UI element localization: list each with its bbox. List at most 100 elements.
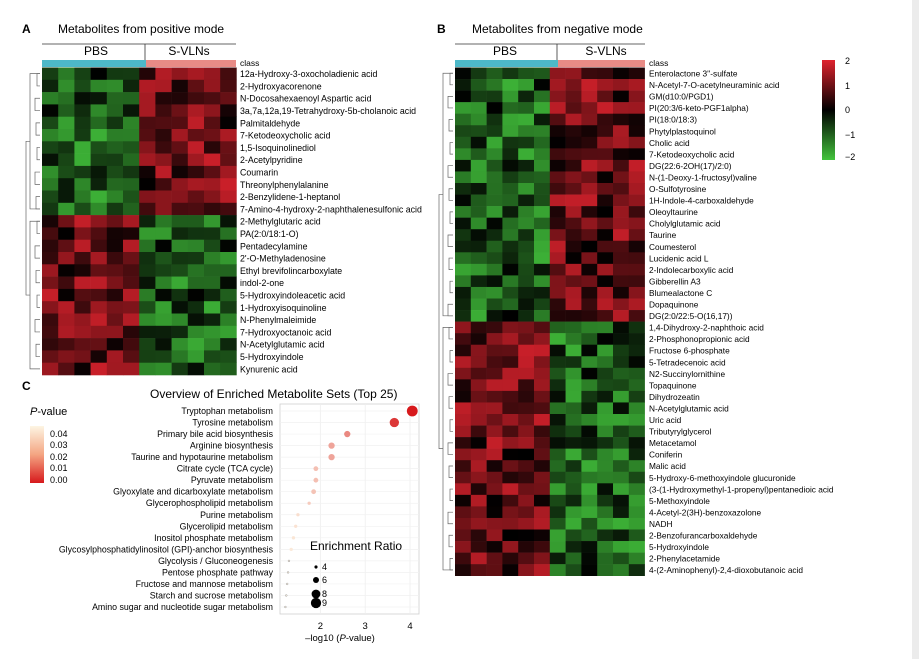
- heatmap-row-label: Coumarin: [240, 167, 278, 177]
- heatmap-cell: [613, 194, 630, 207]
- heatmap-cell: [74, 104, 91, 117]
- heatmap-cell: [534, 286, 551, 299]
- heatmap-cell: [42, 116, 59, 130]
- heatmap-cell: [155, 202, 172, 216]
- heatmap-cell: [565, 552, 582, 565]
- panel-a-dendrogram: [25, 73, 40, 370]
- heatmap-cell: [455, 148, 472, 161]
- heatmap-cell: [597, 229, 614, 242]
- heatmap-cell: [455, 275, 472, 288]
- ratio-legend-label: 8: [322, 589, 327, 599]
- heatmap-cell: [171, 104, 189, 117]
- pathway-dot: [286, 582, 289, 586]
- heatmap-cell: [628, 506, 645, 519]
- heatmap-cell: [613, 148, 630, 161]
- heatmap-cell: [42, 67, 59, 81]
- heatmap-cell: [628, 367, 645, 380]
- heatmap-cell: [90, 116, 108, 130]
- heatmap-cell: [187, 227, 205, 240]
- heatmap-cell: [470, 448, 487, 461]
- heatmap-cell: [534, 506, 551, 519]
- heatmap-row-label: N-Docosahexaenoyl Aspartic acid: [240, 94, 372, 104]
- heatmap-cell: [486, 310, 503, 322]
- heatmap-cell: [455, 448, 472, 461]
- pvalue-legend-tick-4: 0.01: [50, 463, 68, 473]
- heatmap-cell: [597, 159, 614, 172]
- heatmap-cell: [518, 310, 535, 322]
- heatmap-cell: [628, 333, 645, 345]
- panel-c-title: Overview of Enriched Metabolite Sets (To…: [150, 387, 397, 401]
- color-scale-tick-neg1: −1: [845, 130, 855, 140]
- heatmap-cell: [628, 321, 645, 334]
- pathway-dot: [389, 417, 399, 428]
- heatmap-cell: [518, 529, 535, 542]
- heatmap-cell: [470, 517, 487, 530]
- heatmap-cell: [187, 202, 205, 216]
- heatmap-cell: [518, 460, 535, 473]
- heatmap-cell: [534, 183, 551, 195]
- heatmap-cell: [106, 141, 124, 154]
- heatmap-cell: [58, 276, 75, 290]
- plot-dots: [284, 405, 418, 609]
- heatmap-cell: [106, 79, 124, 93]
- heatmap-row-label: Blumealactone C: [649, 288, 712, 298]
- heatmap-cell: [204, 141, 221, 154]
- heatmap-cell: [534, 310, 551, 322]
- pvalue-legend-tick-3: 0.02: [50, 452, 68, 462]
- heatmap-row-label: 3a,7a,12a,19-Tetrahydroxy-5b-cholanoic a…: [240, 106, 416, 116]
- heatmap-cell: [455, 552, 472, 565]
- heatmap-cell: [565, 252, 582, 265]
- heatmap-cell: [139, 288, 156, 302]
- heatmap-row-label: 1H-Indole-4-carboxaldehyde: [649, 196, 754, 206]
- heatmap-row-label: Dopaquinone: [649, 300, 699, 310]
- heatmap-cell: [534, 90, 551, 103]
- heatmap-cell: [90, 362, 108, 376]
- heatmap-cell: [549, 194, 566, 207]
- heatmap-cell: [187, 92, 205, 105]
- heatmap-cell: [549, 506, 566, 519]
- heatmap-cell: [123, 325, 140, 339]
- heatmap-cell: [534, 67, 551, 80]
- heatmap-cell: [90, 215, 108, 228]
- x-axis-label: –log10 (P-value): [305, 633, 375, 644]
- dendrogram-branch: [448, 188, 453, 201]
- heatmap-cell: [518, 437, 535, 449]
- heatmap-cell: [502, 148, 519, 161]
- heatmap-cell: [74, 67, 91, 81]
- heatmap-cell: [455, 356, 472, 369]
- heatmap-cell: [486, 286, 503, 299]
- heatmap-cell: [486, 252, 503, 265]
- heatmap-cell: [486, 564, 503, 576]
- heatmap-cell: [470, 333, 487, 345]
- heatmap-cell: [171, 276, 189, 290]
- heatmap-cell: [470, 414, 487, 426]
- panel-b-dendrogram: [438, 72, 453, 571]
- ratio-legend-dot: [311, 589, 321, 599]
- heatmap-cell: [613, 159, 630, 172]
- heatmap-cell: [613, 529, 630, 542]
- heatmap-cell: [613, 448, 630, 461]
- heatmap-cell: [220, 129, 237, 142]
- heatmap-cell: [502, 90, 519, 103]
- heatmap-cell: [502, 171, 519, 184]
- heatmap-cell: [628, 171, 645, 184]
- heatmap-cell: [455, 390, 472, 403]
- heatmap-cell: [628, 460, 645, 473]
- dendrogram-branch: [34, 97, 40, 111]
- heatmap-cell: [470, 240, 487, 253]
- heatmap-cell: [155, 227, 172, 240]
- heatmap-cell: [470, 344, 487, 357]
- heatmap-cell: [455, 113, 472, 126]
- heatmap-cell: [628, 194, 645, 207]
- heatmap-cell: [155, 116, 172, 130]
- heatmap-cell: [455, 321, 472, 334]
- heatmap-cell: [187, 239, 205, 253]
- heatmap-cell: [628, 229, 645, 242]
- heatmap-cell: [581, 367, 598, 380]
- heatmap-row-label: 2-Phosphonopropionic acid: [649, 334, 750, 344]
- heatmap-cell: [155, 350, 172, 363]
- heatmap-row-label: 1,5-Isoquinolinediol: [240, 143, 316, 153]
- heatmap-row-label: NADH: [649, 519, 673, 529]
- heatmap-cell: [123, 362, 140, 376]
- heatmap-cell: [518, 125, 535, 138]
